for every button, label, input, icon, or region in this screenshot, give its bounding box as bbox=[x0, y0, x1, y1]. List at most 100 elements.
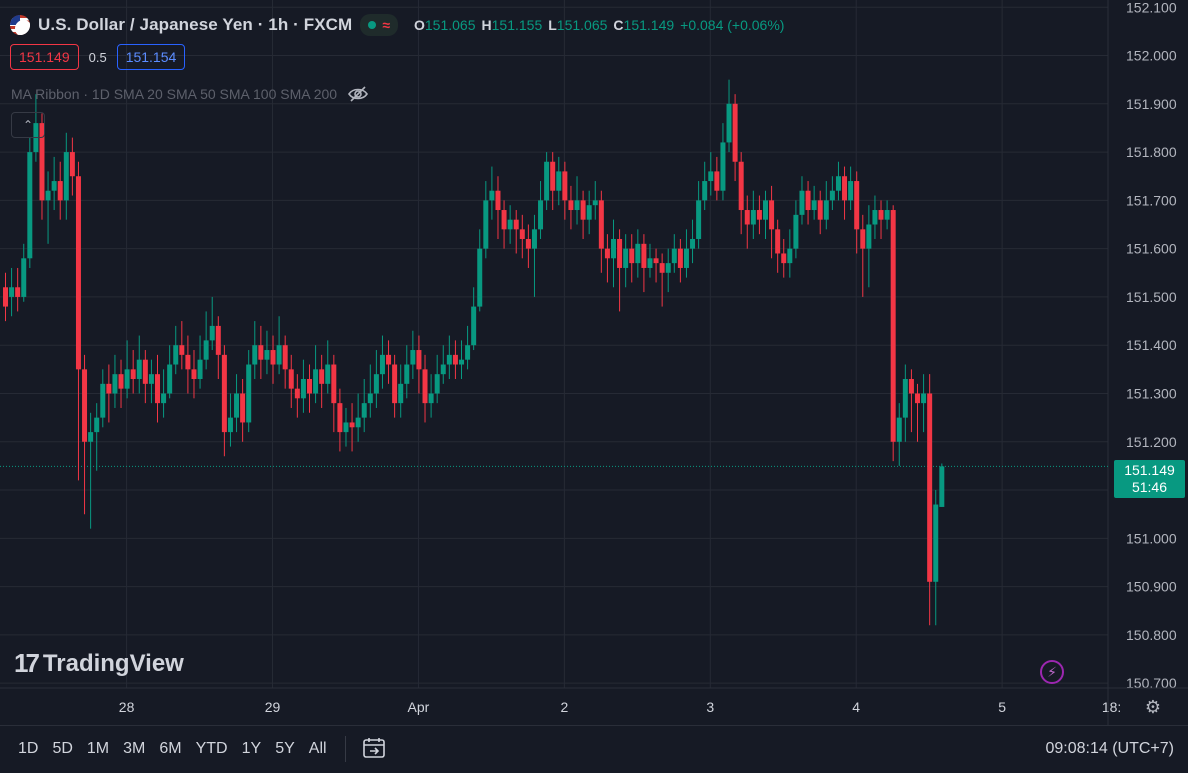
candle-body bbox=[556, 171, 562, 191]
tradingview-logo[interactable]: 17 TradingView bbox=[14, 648, 184, 679]
candle-body bbox=[130, 369, 136, 380]
candle-body bbox=[513, 219, 519, 230]
symbol-title[interactable]: U.S. Dollar / Japanese Yen · 1h · FXCM bbox=[38, 15, 353, 34]
eye-slash-icon[interactable] bbox=[347, 85, 369, 103]
candle-body bbox=[349, 422, 355, 428]
timezone-clock[interactable]: 09:08:14 (UTC+7) bbox=[1045, 740, 1174, 757]
candle-body bbox=[677, 248, 683, 268]
market-status-pill[interactable]: ≈ bbox=[360, 14, 398, 36]
candle-body bbox=[142, 359, 148, 384]
candle-body bbox=[434, 374, 440, 394]
candle-body bbox=[586, 205, 592, 220]
calendar-range-icon[interactable] bbox=[362, 737, 386, 759]
candle-body bbox=[264, 350, 270, 360]
candle-body bbox=[653, 258, 659, 264]
sell-price-button[interactable]: 151.149 bbox=[10, 44, 79, 70]
x-axis-tick-label: 29 bbox=[265, 699, 281, 715]
candle-body bbox=[69, 152, 75, 177]
candle-body bbox=[939, 466, 945, 507]
candle-body bbox=[57, 181, 63, 201]
candle-body bbox=[878, 210, 884, 220]
bar-countdown: 51:46 bbox=[1131, 479, 1168, 495]
x-axis-tick-label: 3 bbox=[706, 699, 714, 715]
candle-body bbox=[823, 200, 829, 220]
candle-body bbox=[191, 369, 197, 380]
candle-body bbox=[562, 171, 568, 201]
range-5d-button[interactable]: 5D bbox=[52, 740, 73, 757]
candle-body bbox=[683, 248, 689, 268]
candle-body bbox=[756, 210, 762, 220]
candle-body bbox=[568, 200, 574, 211]
range-ytd-button[interactable]: YTD bbox=[195, 740, 228, 757]
range-6m-button[interactable]: 6M bbox=[159, 740, 182, 757]
candle-body bbox=[671, 248, 677, 264]
candle-body bbox=[538, 200, 544, 230]
candle-body bbox=[410, 350, 416, 365]
candle-body bbox=[161, 393, 167, 404]
candle-body bbox=[525, 238, 531, 249]
candle-body bbox=[240, 393, 246, 423]
range-5y-button[interactable]: 5Y bbox=[275, 740, 295, 757]
candle-body bbox=[270, 350, 276, 365]
candle-body bbox=[696, 200, 702, 239]
buy-price-button[interactable]: 151.154 bbox=[116, 44, 186, 70]
candle-body bbox=[866, 224, 872, 249]
x-axis-tick-label: 5 bbox=[998, 699, 1006, 715]
gear-icon[interactable]: ⚙ bbox=[1144, 697, 1162, 717]
candle-body bbox=[635, 243, 641, 264]
candle-body bbox=[361, 403, 367, 418]
range-1y-button[interactable]: 1Y bbox=[241, 740, 262, 757]
candle-body bbox=[811, 200, 817, 211]
lightning-icon[interactable]: ⚡ bbox=[1040, 660, 1064, 684]
candle-body bbox=[452, 354, 458, 365]
candle-body bbox=[793, 214, 799, 249]
range-1m-button[interactable]: 1M bbox=[86, 740, 110, 757]
ohlc-open: O151.065 bbox=[414, 17, 476, 33]
data-waves-icon: ≈ bbox=[382, 17, 390, 33]
candle-body bbox=[690, 238, 696, 249]
candle-body bbox=[611, 238, 616, 259]
candle-body bbox=[459, 359, 464, 365]
candle-body bbox=[124, 369, 130, 389]
bottom-toolbar: 1D 5D 1M 3M 6M YTD 1Y 5Y All 09:08:14 (U… bbox=[0, 725, 1188, 773]
candle-body bbox=[39, 123, 45, 201]
indicator-legend[interactable]: MA Ribbon · 1D SMA 20 SMA 50 SMA 100 SMA… bbox=[11, 85, 369, 103]
candle-body bbox=[148, 374, 154, 384]
y-axis-tick-label: 151.500 bbox=[1126, 289, 1177, 305]
candle-body bbox=[112, 374, 118, 394]
candle-body bbox=[227, 417, 233, 433]
candle-body bbox=[27, 152, 33, 259]
candle-body bbox=[890, 210, 896, 442]
candle-body bbox=[100, 383, 106, 418]
y-axis-tick-label: 151.900 bbox=[1126, 96, 1177, 112]
range-3m-button[interactable]: 3M bbox=[123, 740, 146, 757]
candle-body bbox=[319, 369, 325, 384]
candle-body bbox=[908, 379, 914, 394]
price-chart[interactable]: 150.700150.800150.900151.000151.100151.2… bbox=[0, 0, 1188, 725]
candle-body bbox=[501, 210, 507, 230]
candle-body bbox=[136, 359, 142, 380]
range-all-button[interactable]: All bbox=[308, 740, 327, 757]
ohlc-high: H151.155 bbox=[481, 17, 543, 33]
candle-body bbox=[3, 287, 8, 307]
x-axis-tick-label: 2 bbox=[560, 699, 568, 715]
candle-body bbox=[732, 103, 738, 162]
range-1d-button[interactable]: 1D bbox=[18, 740, 39, 757]
candle-body bbox=[331, 364, 337, 404]
y-axis-tick-label: 152.000 bbox=[1126, 48, 1177, 64]
candle-body bbox=[355, 417, 361, 428]
y-axis-tick-label: 151.200 bbox=[1126, 434, 1177, 450]
candle-body bbox=[215, 325, 221, 355]
candle-body bbox=[896, 417, 902, 442]
candle-body bbox=[155, 374, 160, 404]
y-axis-tick-label: 151.000 bbox=[1126, 530, 1177, 546]
candle-body bbox=[483, 200, 489, 249]
candle-body bbox=[63, 152, 69, 201]
candle-body bbox=[258, 345, 264, 360]
collapse-legend-button[interactable]: ⌃ bbox=[11, 112, 45, 138]
candle-body bbox=[805, 190, 811, 211]
y-axis-tick-label: 151.700 bbox=[1126, 192, 1177, 208]
candle-body bbox=[842, 176, 848, 201]
candle-body bbox=[544, 161, 550, 201]
candle-body bbox=[179, 345, 185, 355]
